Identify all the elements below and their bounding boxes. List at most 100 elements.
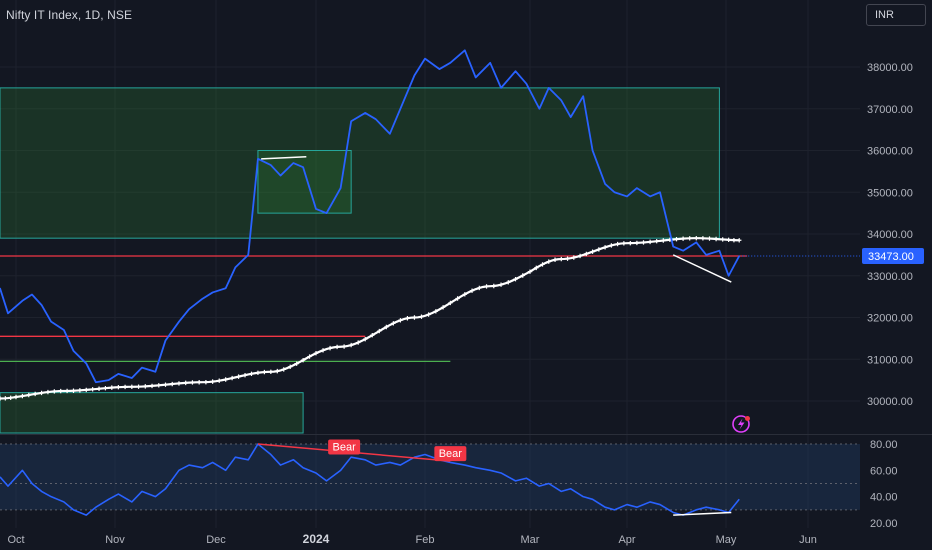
moving-average-marker xyxy=(513,276,518,282)
price-point xyxy=(178,321,180,323)
moving-average-marker xyxy=(236,374,241,379)
moving-average-marker xyxy=(700,236,706,241)
moving-average-path xyxy=(0,237,740,400)
moving-average-marker xyxy=(448,300,453,306)
supply-demand-zone[interactable] xyxy=(0,87,720,239)
moving-average-marker xyxy=(129,384,135,390)
moving-average-marker xyxy=(433,309,439,314)
moving-average-marker xyxy=(731,237,737,243)
currency-selector[interactable]: INR xyxy=(866,4,926,26)
moving-average-marker xyxy=(527,269,533,274)
price-axis-label: 30000.00 xyxy=(867,396,913,408)
supply-demand-zone[interactable] xyxy=(0,392,304,434)
moving-average-marker xyxy=(571,255,577,260)
price-point xyxy=(649,195,651,198)
trendline[interactable] xyxy=(261,156,307,160)
moving-average-marker xyxy=(143,384,148,389)
price-axis-label: 32000.00 xyxy=(867,313,913,325)
moving-average-marker xyxy=(156,383,161,388)
price-point xyxy=(399,108,401,110)
moving-average-marker xyxy=(540,262,545,267)
oscillator-series-line[interactable] xyxy=(0,443,740,516)
moving-average-marker xyxy=(559,256,564,262)
price-point xyxy=(85,362,87,365)
price-axis[interactable]: 30000.00 31000.00 32000.00 33000.00 34000.00… xyxy=(862,62,924,408)
price-points xyxy=(0,49,740,383)
moving-average-marker xyxy=(687,236,692,241)
moving-average-marker xyxy=(334,344,340,350)
moving-average-marker xyxy=(52,389,57,394)
moving-average-marker xyxy=(255,370,261,375)
price-point xyxy=(538,108,540,110)
moving-average-marker xyxy=(419,314,424,319)
price-point xyxy=(705,254,707,256)
price-point xyxy=(117,373,119,375)
moving-average-marker xyxy=(647,239,653,245)
moving-average-marker xyxy=(477,285,482,291)
moving-average-marker xyxy=(90,387,95,392)
oscillator-band xyxy=(0,444,860,510)
moving-average-marker xyxy=(229,375,235,381)
alert-icon-bolt xyxy=(738,418,745,430)
moving-average-marker xyxy=(307,354,312,359)
moving-average-marker xyxy=(149,383,155,389)
price-axis-label: 34000.00 xyxy=(867,229,913,241)
moving-average-marker xyxy=(210,379,215,384)
price-point xyxy=(7,312,9,314)
price-axis-label: 38000.00 xyxy=(867,62,913,74)
moving-average-marker xyxy=(552,257,558,262)
price-point xyxy=(188,308,190,310)
price-point xyxy=(340,187,342,189)
price-point xyxy=(626,195,628,198)
oscillator-axis[interactable]: 20.00 40.00 60.00 80.00 xyxy=(870,439,898,530)
moving-average-marker xyxy=(469,288,475,293)
price-point xyxy=(375,118,377,120)
price-point xyxy=(201,298,204,300)
divergence-line[interactable] xyxy=(673,511,732,516)
moving-average-marker xyxy=(440,305,446,310)
price-point xyxy=(389,133,391,135)
price-point xyxy=(257,158,259,160)
moving-average-marker xyxy=(590,249,595,254)
moving-average-marker xyxy=(391,321,396,326)
moving-average-marker xyxy=(217,378,222,383)
price-point xyxy=(0,287,1,289)
lightning-alert-icon[interactable] xyxy=(732,415,750,433)
time-axis-label: Apr xyxy=(618,534,635,546)
moving-average-marker xyxy=(713,236,719,242)
moving-average-marker xyxy=(707,236,712,241)
price-point xyxy=(560,99,562,101)
moving-average-marker xyxy=(621,241,627,246)
moving-average-marker xyxy=(103,385,108,391)
time-axis-label: Feb xyxy=(416,534,435,546)
moving-average-marker xyxy=(370,333,375,338)
bear-label: Bear xyxy=(333,442,357,454)
moving-average-marker xyxy=(20,393,25,399)
price-axis-label: 33000.00 xyxy=(867,271,913,283)
price-point xyxy=(570,116,572,118)
moving-average-marker xyxy=(602,245,608,250)
moving-average-marker xyxy=(327,345,333,351)
moving-average-marker xyxy=(77,388,83,393)
price-point xyxy=(31,293,33,296)
moving-average-marker xyxy=(223,377,228,382)
price-point xyxy=(464,49,466,51)
moving-average-marker xyxy=(313,351,319,356)
oscillator-panel: Bear Bear xyxy=(0,439,860,516)
moving-average-marker xyxy=(455,296,460,301)
price-point xyxy=(50,321,52,323)
supply-demand-zone[interactable] xyxy=(257,150,352,214)
moving-average-marker xyxy=(287,364,293,370)
time-axis[interactable]: Oct Nov Dec 2024 Feb Mar Apr May Jun xyxy=(7,532,816,546)
price-point xyxy=(489,62,491,64)
moving-average-marker xyxy=(405,316,410,321)
moving-average-marker xyxy=(584,251,589,257)
moving-average-marker xyxy=(615,241,620,247)
price-point xyxy=(728,275,730,277)
trendline[interactable] xyxy=(672,254,732,283)
oscillator-axis-label: 40.00 xyxy=(870,492,898,504)
price-point xyxy=(718,250,721,252)
price-point xyxy=(604,183,606,185)
price-point xyxy=(234,266,236,268)
